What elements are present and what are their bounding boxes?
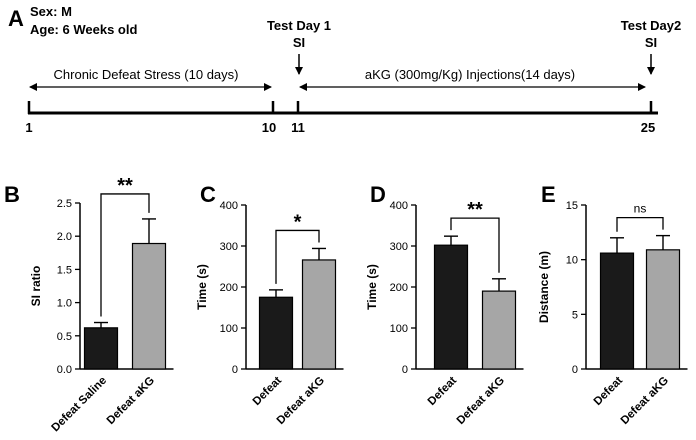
bar-e-2 [645, 249, 681, 370]
age-label: Age: 6 Weeks old [30, 22, 137, 37]
y-tick-label-d: 0 [402, 364, 408, 376]
y-tick-label-b: 0.5 [57, 331, 72, 343]
y-tick-label-b: 0.0 [57, 364, 72, 376]
significance-label-e: ns [634, 202, 647, 216]
y-tick-label-d: 400 [390, 200, 408, 212]
bar-c-2 [301, 259, 337, 370]
y-tick-label-e: 15 [566, 200, 578, 212]
y-tick-label-d: 300 [390, 241, 408, 253]
y-tick-label-e: 5 [572, 309, 578, 321]
bar-b-2 [131, 242, 167, 370]
day-label-1: 1 [25, 120, 32, 135]
significance-label-d: ** [467, 199, 483, 221]
y-tick-label-b: 1.0 [57, 298, 72, 310]
y-axis-label-e: Distance (m) [537, 251, 551, 323]
panel-letter-b: B [4, 182, 20, 207]
cds-label: Chronic Defeat Stress (10 days) [54, 67, 239, 82]
y-tick-label-c: 300 [220, 241, 238, 253]
y-axis-label-c: Time (s) [195, 264, 209, 310]
y-axis-label-d: Time (s) [365, 264, 379, 310]
panel-b-chart: B 0.0 0.5 1.0 1.5 2.0 2.5 SI ratio Defeat Saline… [4, 175, 174, 434]
category-label-b-2: Defeat aKG [105, 375, 157, 427]
panel-letter-a: A [8, 6, 24, 31]
y-tick-label-d: 100 [390, 323, 408, 335]
day-label-10: 10 [262, 120, 276, 135]
y-tick-label-e: 0 [572, 364, 578, 376]
y-tick-label-b: 1.5 [57, 264, 72, 276]
y-tick-label-c: 0 [232, 364, 238, 376]
significance-label-c: * [294, 211, 302, 233]
test-day2-sub: SI [645, 35, 657, 50]
category-label-c-1: Defeat [251, 375, 284, 408]
bar-d-1 [433, 244, 469, 370]
y-tick-label-b: 2.5 [57, 198, 72, 210]
test-day1-sub: SI [293, 35, 305, 50]
significance-bracket-b [100, 193, 150, 317]
test-day2-title: Test Day2 [621, 18, 681, 33]
y-axis-label-b: SI ratio [29, 266, 43, 307]
category-label-e-2: Defeat aKG [619, 375, 671, 427]
y-tick-label-c: 200 [220, 282, 238, 294]
significance-bracket-e [616, 216, 664, 232]
category-label-d-1: Defeat [426, 375, 459, 408]
day-label-11: 11 [291, 120, 305, 135]
bar-e-1 [599, 252, 635, 370]
y-tick-label-b: 2.0 [57, 231, 72, 243]
akg-label: aKG (300mg/Kg) Injections(14 days) [365, 67, 575, 82]
category-label-e-1: Defeat [592, 375, 625, 408]
y-tick-label-d: 200 [390, 282, 408, 294]
sex-label: Sex: M [30, 4, 72, 19]
day-label-25: 25 [641, 120, 655, 135]
bar-b-1 [83, 327, 119, 370]
panel-letter-d: D [370, 182, 386, 207]
significance-label-b: ** [117, 175, 133, 197]
y-tick-label-c: 100 [220, 323, 238, 335]
panel-a-timeline: A Sex: M Age: 6 Weeks old Test Day 1 SI … [8, 4, 681, 135]
y-tick-label-c: 400 [220, 200, 238, 212]
significance-bracket-d [450, 217, 500, 273]
y-tick-label-e: 10 [566, 255, 578, 267]
category-label-d-2: Defeat aKG [455, 375, 507, 427]
significance-bracket-c [275, 229, 320, 284]
panel-letter-e: E [541, 182, 556, 207]
panel-letter-c: C [200, 182, 216, 207]
category-label-b-1: Defeat Saline [50, 375, 110, 435]
test-day1-title: Test Day 1 [267, 18, 331, 33]
bar-c-1 [258, 296, 294, 370]
bar-d-2 [481, 290, 517, 370]
